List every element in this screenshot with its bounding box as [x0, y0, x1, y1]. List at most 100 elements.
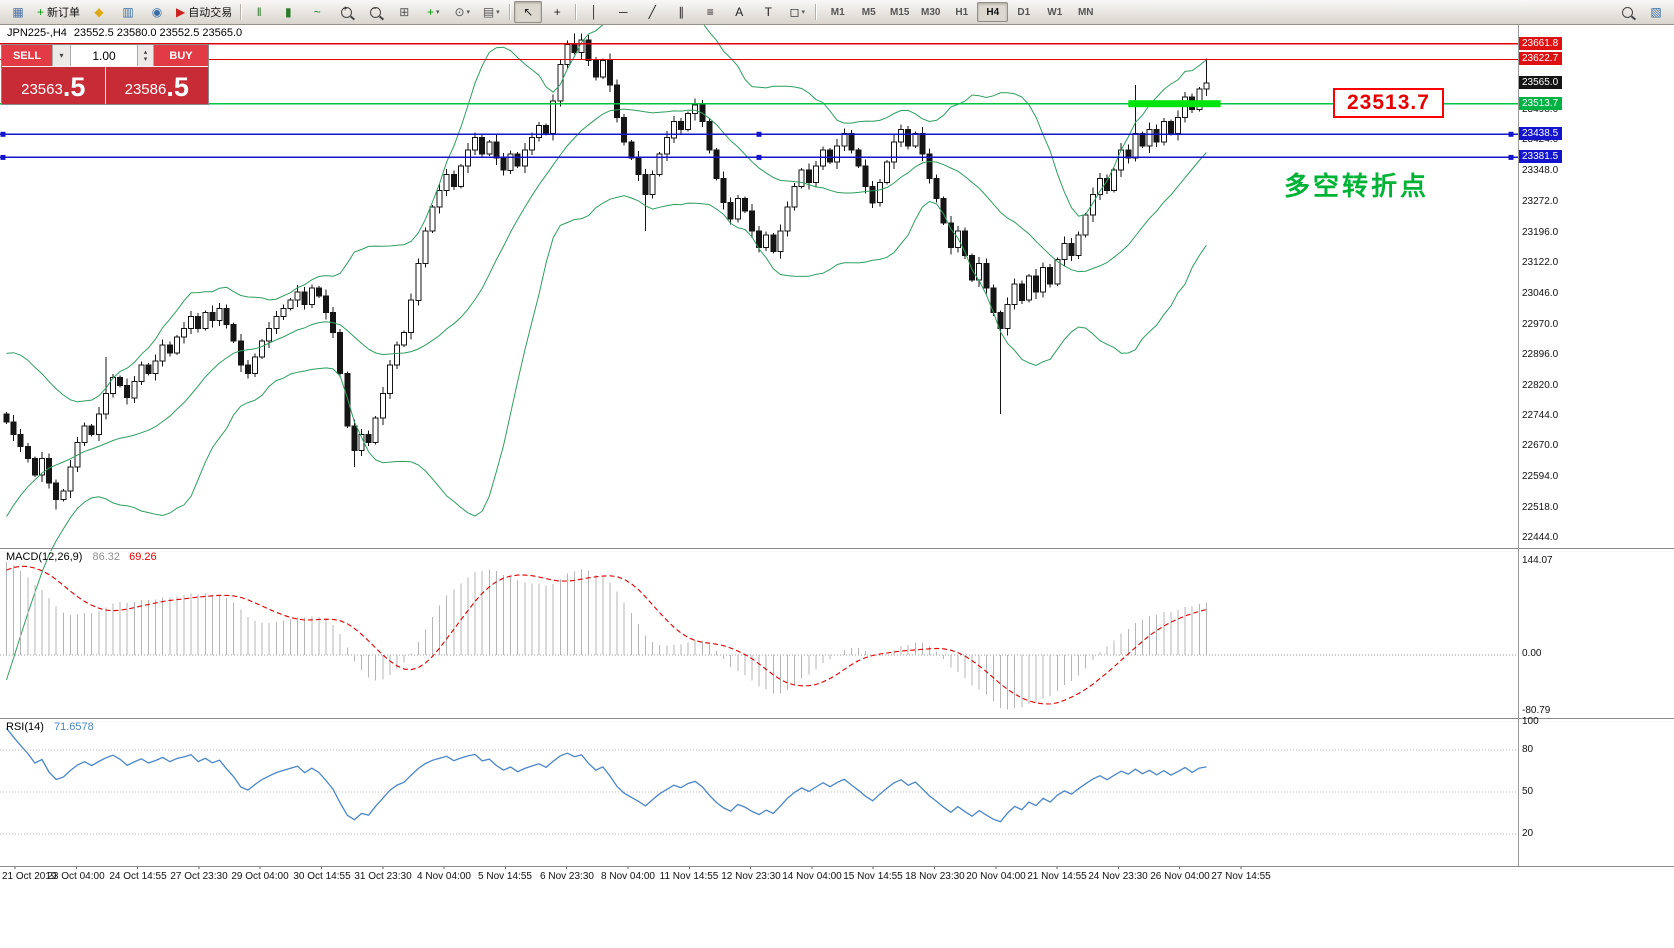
sell-price[interactable]: 23563 .5 [2, 67, 105, 104]
time-label: 27 Oct 23:30 [170, 871, 228, 882]
timeframe-d1[interactable]: D1 [1017, 6, 1031, 18]
horizontal-line-button[interactable]: ─ [618, 5, 628, 19]
time-label: 14 Nov 04:00 [782, 871, 842, 882]
macd-signal-value: 69.26 [129, 551, 157, 563]
sell-price-main: 23563 [21, 81, 63, 98]
zoom-out-icon[interactable]: − [361, 1, 389, 23]
crosshair-button[interactable]: + [553, 5, 561, 19]
price-tick-label: 22744.0 [1522, 410, 1559, 421]
buy-button[interactable]: BUY [154, 45, 208, 66]
data-window-icon[interactable]: ◉ [151, 5, 163, 19]
price-tick-label: 22518.0 [1522, 502, 1559, 513]
line-mode-icon[interactable]: ~ [313, 5, 321, 19]
macd-scale-top: 144.07 [1522, 555, 1553, 566]
sell-button[interactable]: SELL [2, 45, 52, 66]
one-click-trading-panel: SELL ▾ 1.00 ▴ ▾ BUY 23563 .5 23586 .5 [1, 44, 209, 105]
time-label: 24 Nov 23:30 [1088, 871, 1148, 882]
timeframe-mn[interactable]: MN [1077, 6, 1094, 18]
metaeditor-icon[interactable]: ◆ [94, 5, 104, 19]
buy-price-main: 23586 [124, 81, 167, 98]
time-label: 21 Nov 14:55 [1027, 871, 1087, 882]
new-chart-icon[interactable]: ▦ [12, 5, 24, 19]
rsi-label: RSI(14) 71.6578 [6, 721, 94, 733]
sell-price-fraction: .5 [62, 72, 86, 102]
search-symbol-icon[interactable] [1613, 1, 1641, 23]
trendline-button[interactable]: ╱ [648, 5, 656, 19]
price-tick-label: 22970.0 [1522, 319, 1559, 330]
stepper-down-icon[interactable]: ▾ [143, 55, 148, 63]
price-line-label: 23565.0 [1519, 76, 1563, 89]
timeframe-h1[interactable]: H1 [955, 6, 969, 18]
time-label: 30 Oct 14:55 [293, 871, 351, 882]
timeframe-m15[interactable]: M15 [890, 6, 910, 18]
text-button[interactable]: A [735, 5, 744, 19]
time-label: 31 Oct 23:30 [354, 871, 412, 882]
templates-button[interactable]: ▤ ▾ [482, 5, 500, 19]
channel-button[interactable]: ∥ [678, 5, 685, 19]
candles-mode-icon[interactable]: ▮ [284, 5, 292, 19]
time-axis-border [0, 866, 1674, 870]
timeframe-h4[interactable]: H4 [977, 2, 1009, 22]
fibonacci-button[interactable]: ≡ [706, 5, 714, 19]
rsi-scale-label: 20 [1522, 828, 1534, 839]
time-label: 24 Oct 14:55 [109, 871, 167, 882]
price-tick-label: 23046.0 [1522, 288, 1559, 299]
timeframe-w1[interactable]: W1 [1047, 6, 1063, 18]
order-type-dropdown[interactable]: ▾ [52, 45, 71, 66]
periods-button[interactable]: ⊙ ▾ [454, 5, 471, 19]
community-icon[interactable]: ▧ [1650, 5, 1662, 19]
symbol-period-label: JPN225-,H4 [7, 27, 67, 39]
price-tick-label: 23122.0 [1522, 257, 1559, 268]
bars-mode-icon[interactable]: ‖ [256, 5, 262, 19]
time-label: 29 Oct 04:00 [231, 871, 289, 882]
rsi-panel-divider[interactable] [0, 718, 1674, 722]
time-label: 11 Nov 14:55 [659, 871, 719, 882]
rsi-scale-label: 80 [1522, 744, 1534, 755]
buy-price[interactable]: 23586 .5 [104, 67, 208, 104]
macd-scale-zero: 0.00 [1522, 648, 1542, 659]
macd-label: MACD(12,26,9) 86.32 69.26 [6, 551, 157, 563]
toolbar-separator [240, 4, 242, 20]
time-label: 26 Nov 04:00 [1150, 871, 1210, 882]
time-label: 27 Nov 14:55 [1211, 871, 1271, 882]
price-tick-label: 22594.0 [1522, 471, 1559, 482]
timeframe-m30[interactable]: M30 [921, 6, 941, 18]
label-button[interactable]: T [764, 5, 772, 19]
ohlc-values: 23552.5 23580.0 23552.5 23565.0 [73, 27, 243, 39]
stepper-up-icon[interactable]: ▴ [143, 48, 148, 56]
price-axis-border [1518, 24, 1519, 866]
price-tick-label: 22896.0 [1522, 349, 1559, 360]
new-order-button[interactable]: + 新订单 [37, 5, 81, 19]
market-watch-icon[interactable]: ▥ [122, 5, 134, 19]
volume-stepper[interactable]: ▴ ▾ [137, 45, 154, 66]
volume-input[interactable]: 1.00 [71, 45, 137, 66]
tile-windows-icon[interactable]: ⊞ [399, 5, 410, 19]
price-tick-label: 22820.0 [1522, 380, 1559, 391]
toolbar-separator [815, 4, 817, 20]
price-callout-box: 23513.7 [1333, 88, 1444, 118]
zoom-in-icon[interactable]: + [332, 1, 360, 23]
macd-scale-bottom: -80.79 [1522, 705, 1551, 716]
price-tick-label: 23348.0 [1522, 165, 1559, 176]
macd-main-value: 86.32 [92, 551, 121, 563]
time-label: 8 Nov 04:00 [601, 871, 655, 882]
macd-panel-divider[interactable] [0, 548, 1674, 552]
toolbar: ▦ + 新订单 ◆ ▥ ◉ ▶ 自动交易 ‖ ▮ ~ + − ⊞ + ▾ ⊙ ▾ ▤ ▾ ↖ + │ ─ ╱ ∥ ≡ A T ◻ ▾ M1 M5… [0, 0, 1674, 25]
vertical-line-button[interactable]: │ [590, 5, 599, 19]
timeframe-m1[interactable]: M1 [830, 6, 845, 18]
timeframe-m5[interactable]: M5 [861, 6, 876, 18]
time-label: 12 Nov 23:30 [721, 871, 781, 882]
time-label: 23 Oct 04:00 [47, 871, 105, 882]
add-indicator-button[interactable]: + ▾ [426, 5, 440, 19]
auto-trading-button[interactable]: ▶ 自动交易 [176, 5, 233, 19]
cursor-button[interactable]: ↖ [514, 1, 543, 23]
price-tick-label: 23424.0 [1522, 134, 1559, 145]
buy-price-fraction: .5 [166, 72, 189, 102]
shapes-button[interactable]: ◻ ▾ [789, 5, 805, 19]
toolbar-separator [575, 4, 577, 20]
timeframe-group: M1 M5 M15 M30 H1 H4 D1 W1 MN [822, 2, 1101, 22]
